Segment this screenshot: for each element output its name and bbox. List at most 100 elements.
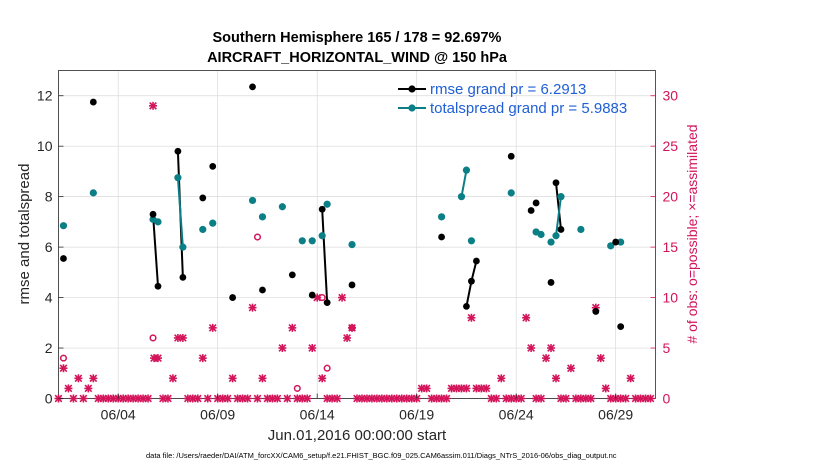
spread-point <box>457 193 466 201</box>
rmse-point <box>323 299 331 307</box>
assimilated-marker <box>492 394 501 403</box>
spread-point <box>248 196 257 205</box>
rmse-point <box>552 179 560 187</box>
assimilated-marker <box>552 374 560 383</box>
assimilated-marker <box>178 333 187 342</box>
rmse-point <box>154 282 162 290</box>
assimilated-marker <box>79 394 88 403</box>
spread-point <box>462 166 471 174</box>
assimilated-marker <box>193 394 202 403</box>
assimilated-marker <box>243 394 252 403</box>
assimilated-marker <box>467 313 476 322</box>
assimilated-marker <box>163 394 172 403</box>
assimilated-marker <box>74 374 83 383</box>
x-tick-label: 06/29 <box>598 407 633 423</box>
assimilated-marker <box>596 354 605 363</box>
legend: rmse grand pr = 6.2913 totalspread grand… <box>398 81 627 117</box>
assimilated-marker <box>223 394 232 403</box>
assimilated-marker <box>69 394 78 403</box>
assimilated-marker <box>168 374 177 383</box>
assimilated-marker <box>198 354 207 363</box>
assimilated-marker <box>278 344 287 353</box>
grid-lines <box>58 70 656 399</box>
spread-point <box>179 243 187 251</box>
y-right-tick-label: 15 <box>663 239 679 255</box>
rmse-point <box>179 273 187 281</box>
spread-point <box>298 237 306 245</box>
assimilated-marker <box>497 374 506 383</box>
rmse-point <box>308 291 316 299</box>
legend-spread-label: totalspread grand pr = 5.9883 <box>430 100 627 117</box>
rmse-point <box>527 207 535 214</box>
assimilated-marker <box>283 394 292 403</box>
spread-point <box>258 213 267 221</box>
assimilated-marker <box>89 374 98 383</box>
x-tick-label: 06/04 <box>101 407 136 423</box>
y-right-tick-label: 25 <box>663 138 679 154</box>
axis-ticks: 06/04 06/09 06/14 06/19 06/24 06/29 0 2 4 6 8 10 12 0… <box>37 70 679 423</box>
rmse-point <box>348 281 356 289</box>
assimilated-marker <box>258 374 267 383</box>
data-file-footnote: data file: /Users/raeder/DAI/ATM_forcXX/… <box>146 451 617 460</box>
spread-point <box>547 238 555 246</box>
assimilated-marker <box>422 384 431 393</box>
possible-marker <box>149 334 157 342</box>
y-tick-label: 10 <box>37 138 53 154</box>
assimilated-marker <box>273 394 282 403</box>
series-markers <box>54 83 655 403</box>
spread-point <box>174 174 182 182</box>
possible-marker <box>318 294 326 302</box>
x-tick-label: 06/19 <box>399 407 434 423</box>
legend-rmse-label: rmse grand pr = 6.2913 <box>430 81 586 98</box>
rmse-point <box>229 294 237 301</box>
spread-point <box>437 213 446 221</box>
x-tick-label: 06/09 <box>200 407 235 423</box>
y-right-tick-label: 5 <box>663 340 671 356</box>
assimilated-marker <box>64 384 73 393</box>
y-right-tick-label: 20 <box>663 189 679 205</box>
rmse-point <box>174 147 182 155</box>
rmse-point <box>557 226 565 233</box>
rmse-point <box>617 323 625 330</box>
y-axis-label: rmse and totalspread <box>16 164 33 305</box>
rmse-line <box>321 209 329 303</box>
spread-point <box>507 189 515 197</box>
rmse-point <box>149 210 157 218</box>
spread-point <box>209 219 217 227</box>
assimilated-marker <box>482 384 491 393</box>
x-tick-label: 06/14 <box>300 407 335 423</box>
rmse-point <box>288 271 296 279</box>
assimilated-marker <box>248 303 257 312</box>
assimilated-marker <box>462 384 471 393</box>
spread-point <box>552 232 560 240</box>
possible-marker <box>348 324 356 332</box>
rmse-point <box>209 162 217 170</box>
spread-point <box>199 225 207 234</box>
assimilated-marker <box>303 394 312 403</box>
assimilated-marker <box>333 394 342 403</box>
rmse-point <box>468 277 475 285</box>
possible-marker <box>59 354 68 362</box>
x-tick-label: 06/24 <box>499 407 534 423</box>
rmse-point <box>473 257 480 265</box>
x-axis-label: Jun.01,2016 00:00:00 start <box>268 427 447 444</box>
chart-subtitle: AIRCRAFT_HORIZONTAL_WIND @ 150 hPa <box>207 50 508 66</box>
y-tick-label: 8 <box>45 189 53 205</box>
rmse-point <box>259 286 266 294</box>
spread-point <box>278 203 286 211</box>
rmse-point <box>532 199 540 207</box>
assimilated-marker <box>150 354 159 363</box>
rmse-point <box>199 194 207 202</box>
assimilated-marker <box>586 394 595 403</box>
spread-point <box>557 193 565 201</box>
spread-point <box>467 237 476 245</box>
possible-marker <box>293 384 301 392</box>
assimilated-marker <box>84 384 93 393</box>
rmse-point <box>89 98 97 106</box>
rmse-point <box>612 238 620 246</box>
spread-point <box>59 222 68 230</box>
y-right-tick-label: 30 <box>663 88 679 104</box>
assimilated-marker <box>537 394 546 403</box>
y-right-tick-label: 0 <box>663 391 671 407</box>
y-tick-label: 0 <box>45 391 53 407</box>
